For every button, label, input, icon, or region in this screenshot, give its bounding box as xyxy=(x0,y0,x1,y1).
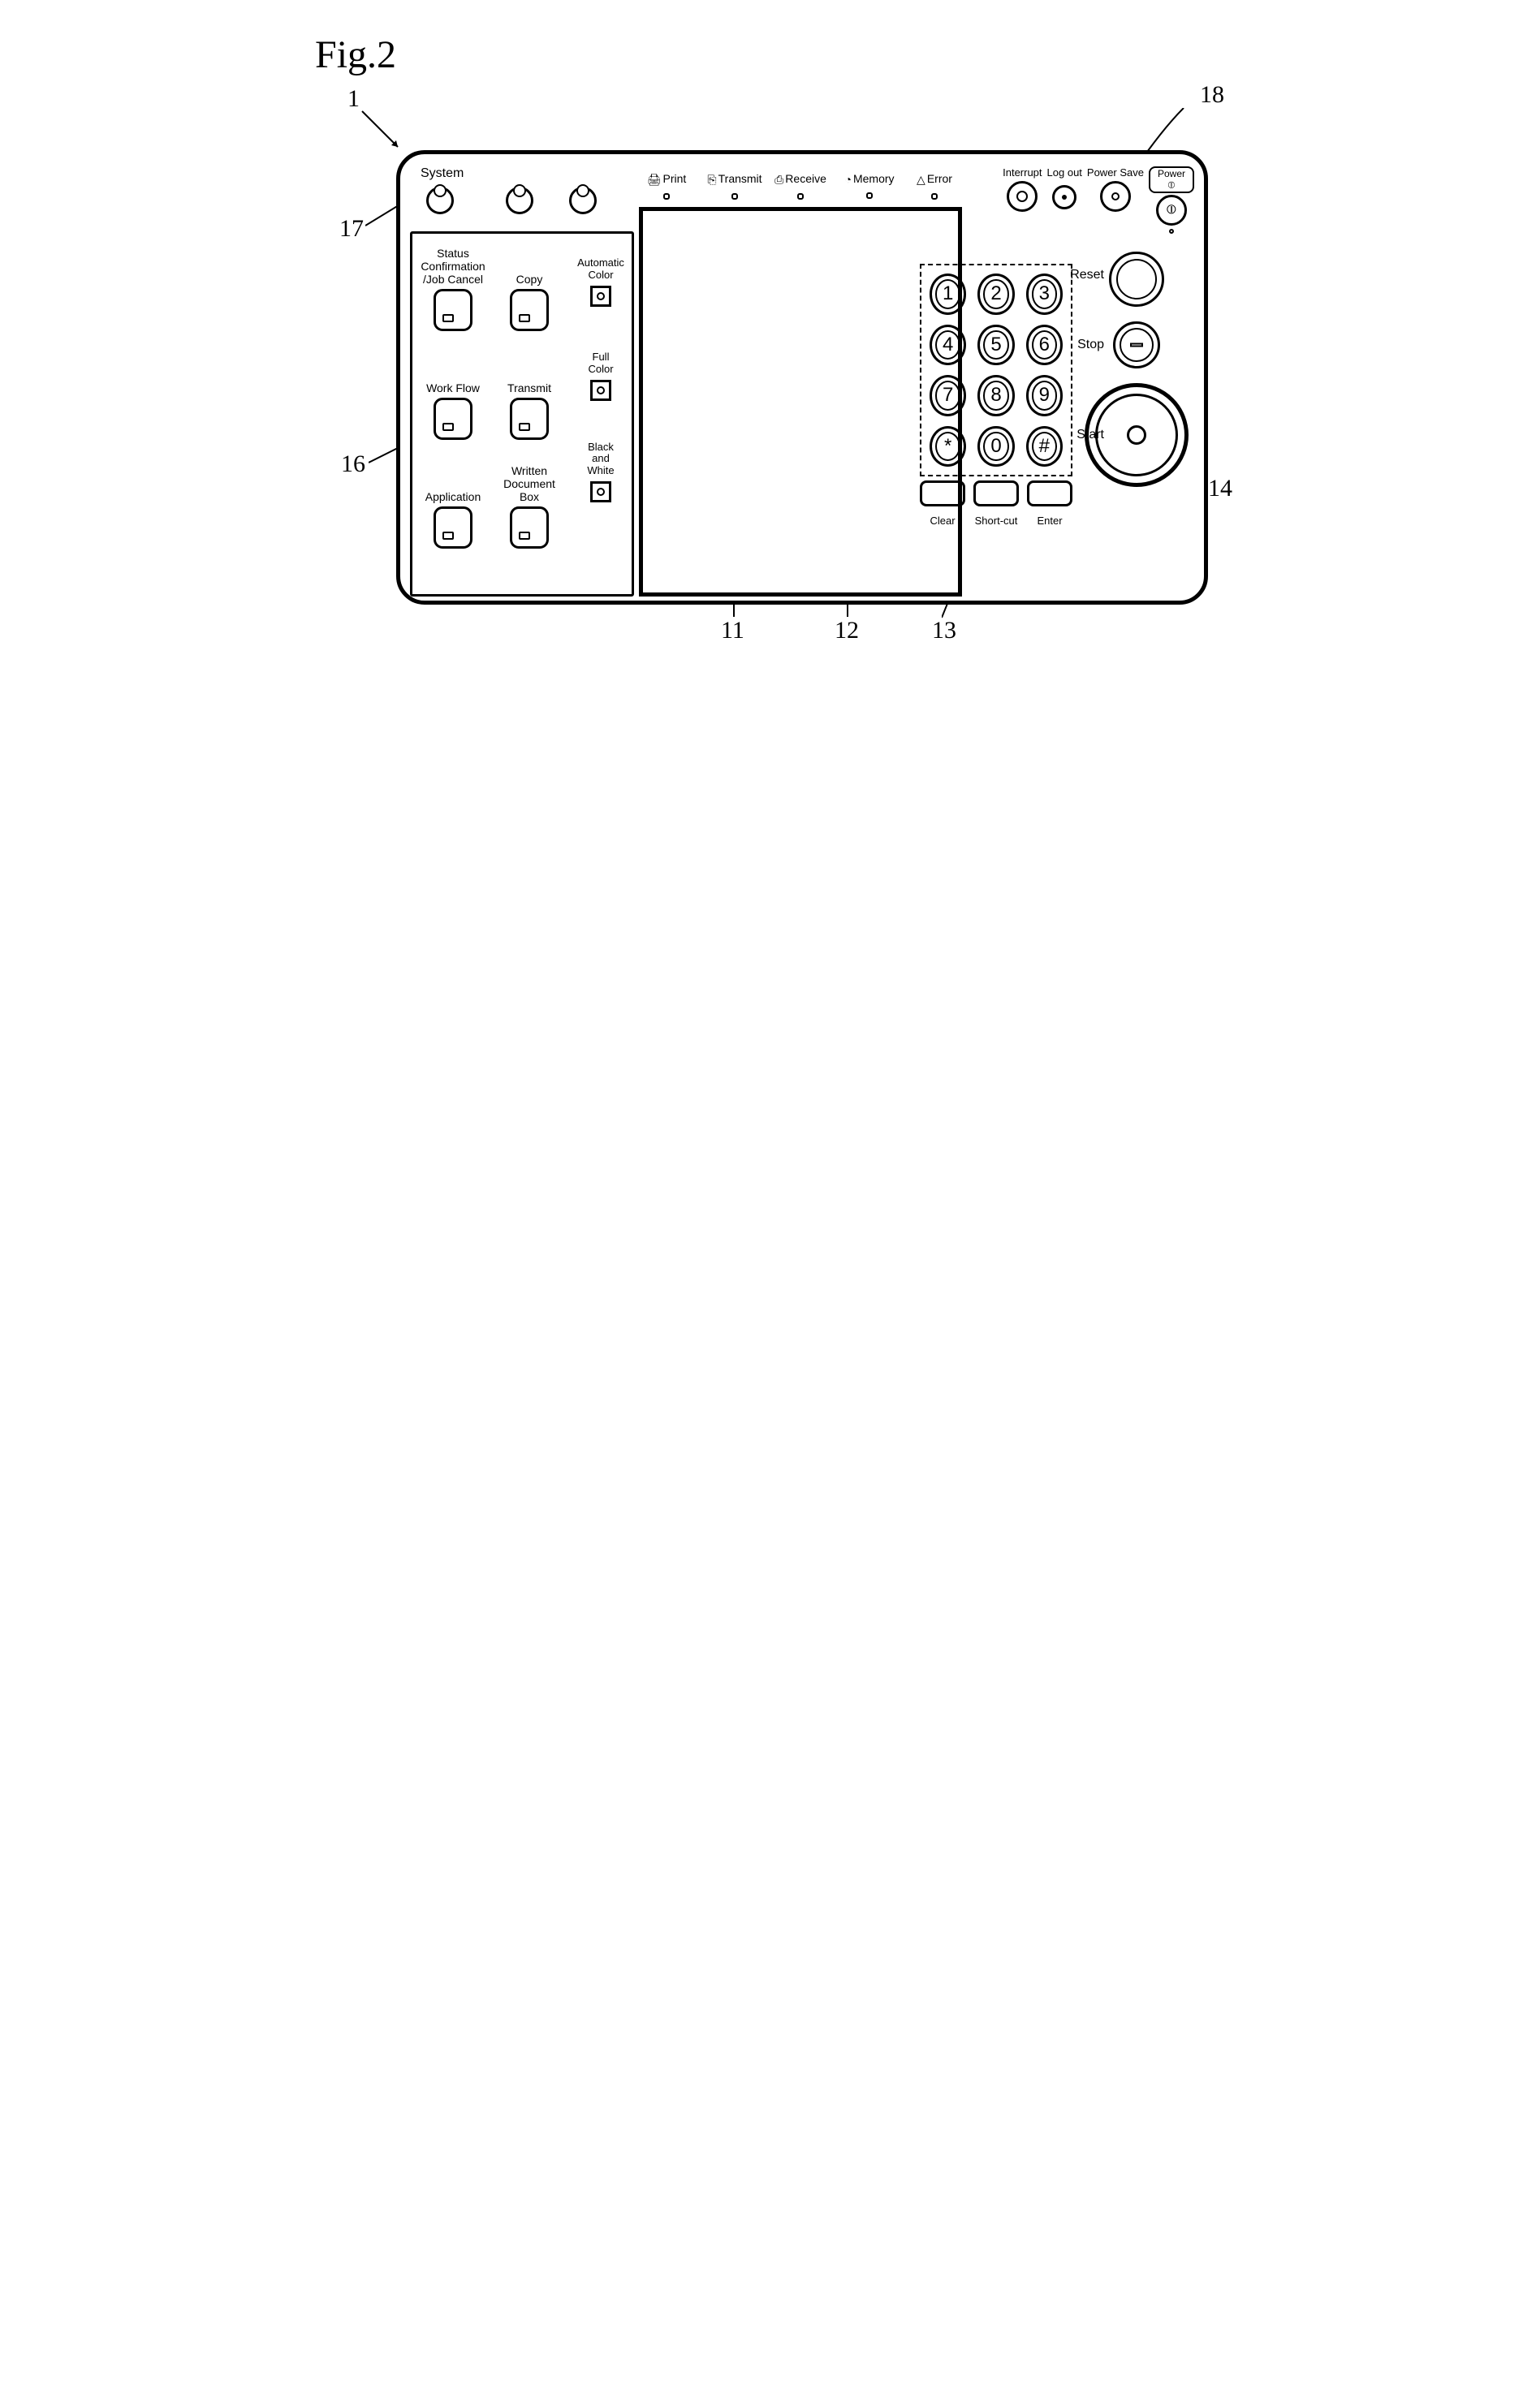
status-error: △Error xyxy=(910,172,959,200)
key-2[interactable]: 2 xyxy=(977,274,1014,315)
key-7[interactable]: 7 xyxy=(930,375,966,416)
application-label: Application xyxy=(417,463,489,503)
status-transmit: ⎘Transmit xyxy=(702,172,767,200)
transmit-button[interactable] xyxy=(510,398,549,440)
application-button[interactable] xyxy=(434,506,472,549)
transmit-label: Transmit xyxy=(718,172,762,185)
system-label: System xyxy=(421,166,464,181)
system-knob[interactable] xyxy=(426,187,454,214)
workflow-label: Work Flow xyxy=(417,354,489,394)
power-chip: Power ⦶ xyxy=(1149,166,1194,193)
key-4[interactable]: 4 xyxy=(930,325,966,366)
copy-label: Copy xyxy=(494,245,565,286)
key-9[interactable]: 9 xyxy=(1026,375,1063,416)
power-button[interactable]: ⦶ xyxy=(1156,195,1187,226)
callout-13: 13 xyxy=(932,617,956,644)
key-8[interactable]: 8 xyxy=(977,375,1014,416)
callout-12: 12 xyxy=(835,617,859,644)
callout-16: 16 xyxy=(341,450,365,478)
start-button[interactable] xyxy=(1085,383,1189,487)
receive-label: Receive xyxy=(785,172,826,185)
memory-icon: ◔ xyxy=(844,173,851,186)
power-label: Power xyxy=(1158,168,1185,179)
bw-label: BlackandWhite xyxy=(571,442,631,476)
reset-label: Reset xyxy=(1055,268,1104,282)
status-memory: ◔Memory xyxy=(837,172,902,199)
power-button-icon: ⦶ xyxy=(1167,203,1176,218)
function-key-area: StatusConfirmation/Job Cancel Work Flow … xyxy=(410,231,634,597)
clear-button[interactable] xyxy=(920,480,965,506)
callout-14: 14 xyxy=(1208,475,1232,502)
status-print: 🖨Print xyxy=(642,172,691,200)
status-receive: ⎙Receive xyxy=(772,172,829,200)
touch-panel[interactable] xyxy=(652,219,951,584)
key-1[interactable]: 1 xyxy=(930,274,966,315)
auto-color-button[interactable] xyxy=(590,286,611,307)
powersave-label: Power Save xyxy=(1087,166,1144,179)
operation-panel: System 🖨Print ⎘Transmit ⎙Receive ◔M xyxy=(396,150,1208,605)
knob-2[interactable] xyxy=(506,187,533,214)
stop-label: Stop xyxy=(1055,338,1104,352)
enter-label: Enter xyxy=(1027,515,1072,527)
key-5[interactable]: 5 xyxy=(977,325,1014,366)
power-glyph-icon: ⦶ xyxy=(1168,179,1176,191)
enter-button[interactable] xyxy=(1027,480,1072,506)
power-led xyxy=(1169,229,1174,234)
status-confirmation-label: StatusConfirmation/Job Cancel xyxy=(417,245,489,286)
logout-button[interactable] xyxy=(1052,185,1076,209)
memory-label: Memory xyxy=(853,172,895,185)
reset-button[interactable] xyxy=(1109,252,1164,307)
clear-label: Clear xyxy=(920,515,965,527)
key-star[interactable]: * xyxy=(930,426,966,467)
logout-label: Log out xyxy=(1047,166,1082,179)
print-label: Print xyxy=(662,172,686,185)
shortcut-button[interactable] xyxy=(973,480,1019,506)
interrupt-button[interactable] xyxy=(1007,181,1038,212)
auto-color-label: AutomaticColor xyxy=(571,253,631,281)
callout-1: 1 xyxy=(347,85,360,113)
full-color-button[interactable] xyxy=(590,380,611,401)
error-label: Error xyxy=(927,172,952,185)
callout-17: 17 xyxy=(339,215,364,243)
shortcut-label: Short-cut xyxy=(973,515,1019,527)
powersave-button[interactable] xyxy=(1100,181,1131,212)
stop-button[interactable] xyxy=(1113,321,1160,368)
workflow-button[interactable] xyxy=(434,398,472,440)
numeric-keypad: 1 2 3 4 5 6 7 8 9 * 0 # xyxy=(920,264,1072,476)
interrupt-label: Interrupt xyxy=(1003,166,1042,179)
full-color-label: FullColor xyxy=(571,347,631,375)
print-icon: 🖨 xyxy=(647,173,662,187)
transmit-key-label: Transmit xyxy=(494,354,565,394)
key-0[interactable]: 0 xyxy=(977,426,1014,467)
receive-icon: ⎙ xyxy=(774,173,783,187)
error-icon: △ xyxy=(917,173,925,187)
transmit-icon: ⎘ xyxy=(707,173,716,187)
docbox-button[interactable] xyxy=(510,506,549,549)
figure-label: Fig.2 xyxy=(315,32,1208,77)
callout-18: 18 xyxy=(1200,81,1224,109)
knob-3[interactable] xyxy=(569,187,597,214)
callout-11: 11 xyxy=(721,617,744,644)
docbox-label: WrittenDocumentBox xyxy=(494,463,565,503)
status-confirmation-button[interactable] xyxy=(434,289,472,331)
bw-button[interactable] xyxy=(590,481,611,502)
copy-button[interactable] xyxy=(510,289,549,331)
